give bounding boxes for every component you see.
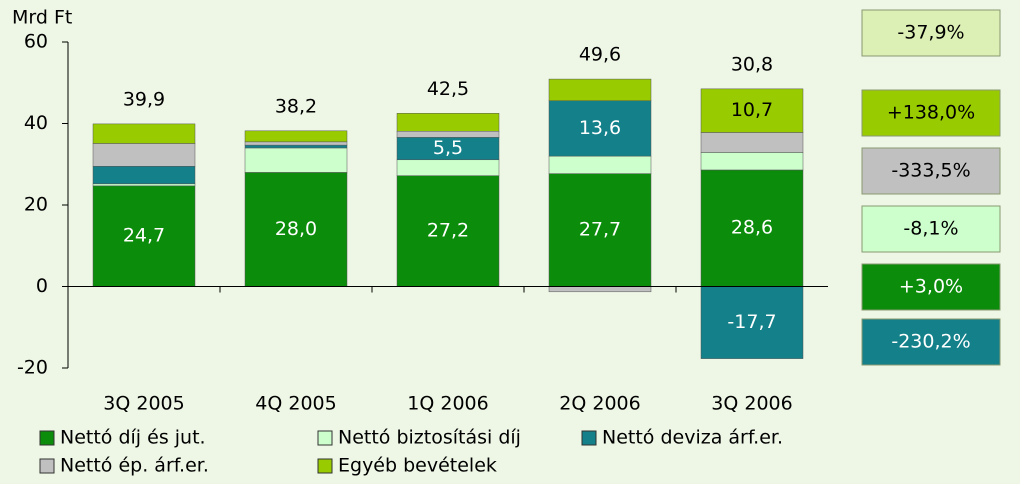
change-label: -333,5% [891, 160, 970, 182]
y-axis-label: Mrd Ft [12, 7, 72, 29]
bar-segment [92, 123, 196, 144]
change-label: +138,0% [887, 102, 975, 124]
change-box [861, 147, 1001, 195]
bar-segment [700, 132, 804, 153]
legend-swatch [317, 458, 333, 474]
bar-segment [548, 286, 652, 293]
change-label: +3,0% [899, 276, 963, 298]
value-label: 13,6 [579, 117, 621, 139]
legend-label: Nettó díj és jut. [60, 427, 206, 449]
bar-segment [244, 172, 348, 287]
change-label: -37,9% [897, 22, 964, 44]
bar-segment [244, 141, 348, 146]
value-label: -17,7 [727, 311, 776, 333]
legend-label: Nettó biztosítási díj [338, 427, 521, 449]
legend-label: Nettó ép. árf.er. [60, 455, 209, 477]
bar-segment [548, 173, 652, 287]
value-label: 10,7 [731, 99, 773, 121]
bar-segment [244, 144, 348, 149]
bar-segment [396, 159, 500, 176]
total-label: 39,9 [123, 88, 165, 110]
value-label: 28,0 [275, 218, 317, 240]
bar-segment [548, 155, 652, 174]
bar-segment [548, 100, 652, 157]
change-box [861, 9, 1001, 57]
y-tick-label: 20 [24, 194, 48, 216]
x-tick-label: 4Q 2005 [255, 393, 336, 415]
bar-segment [244, 147, 348, 173]
bar-segment [700, 88, 804, 133]
value-label: 5,5 [433, 137, 463, 159]
total-label: 38,2 [275, 95, 317, 117]
bar-segment [548, 78, 652, 101]
bar-segment [700, 152, 804, 171]
change-box [861, 89, 1001, 137]
legend-swatch [317, 430, 333, 446]
value-label: 27,7 [579, 219, 621, 241]
change-box [861, 263, 1001, 311]
total-label: 42,5 [427, 78, 469, 100]
y-tick-label: -20 [17, 357, 48, 379]
x-tick-label: 1Q 2006 [407, 393, 488, 415]
y-tick-label: 40 [24, 112, 48, 134]
y-tick-label: 0 [36, 275, 48, 297]
legend-swatch [39, 458, 55, 474]
bar-segment [396, 113, 500, 132]
bar-segment [396, 130, 500, 138]
change-label: -8,1% [903, 218, 958, 240]
bar-segment [92, 166, 196, 185]
change-box [861, 318, 1001, 366]
legend-swatch [581, 430, 597, 446]
legend-swatch [39, 430, 55, 446]
bar-segment [700, 169, 804, 287]
value-label: 24,7 [123, 225, 165, 247]
x-tick-label: 2Q 2006 [559, 393, 640, 415]
legend-label: Egyéb bevételek [338, 455, 497, 477]
change-label: -230,2% [891, 331, 970, 353]
total-label: 49,6 [579, 44, 621, 66]
total-label: 30,8 [731, 53, 773, 75]
value-label: 28,6 [731, 217, 773, 239]
change-box [861, 205, 1001, 253]
value-label: 27,2 [427, 220, 469, 242]
y-tick-label: 60 [24, 31, 48, 53]
bar-segment [92, 143, 196, 167]
x-tick-label: 3Q 2005 [103, 393, 184, 415]
bar-segment [92, 183, 196, 187]
bar-segment [244, 130, 348, 143]
bar-segment [92, 185, 196, 287]
x-tick-label: 3Q 2006 [711, 393, 792, 415]
legend-label: Nettó deviza árf.er. [602, 427, 783, 449]
